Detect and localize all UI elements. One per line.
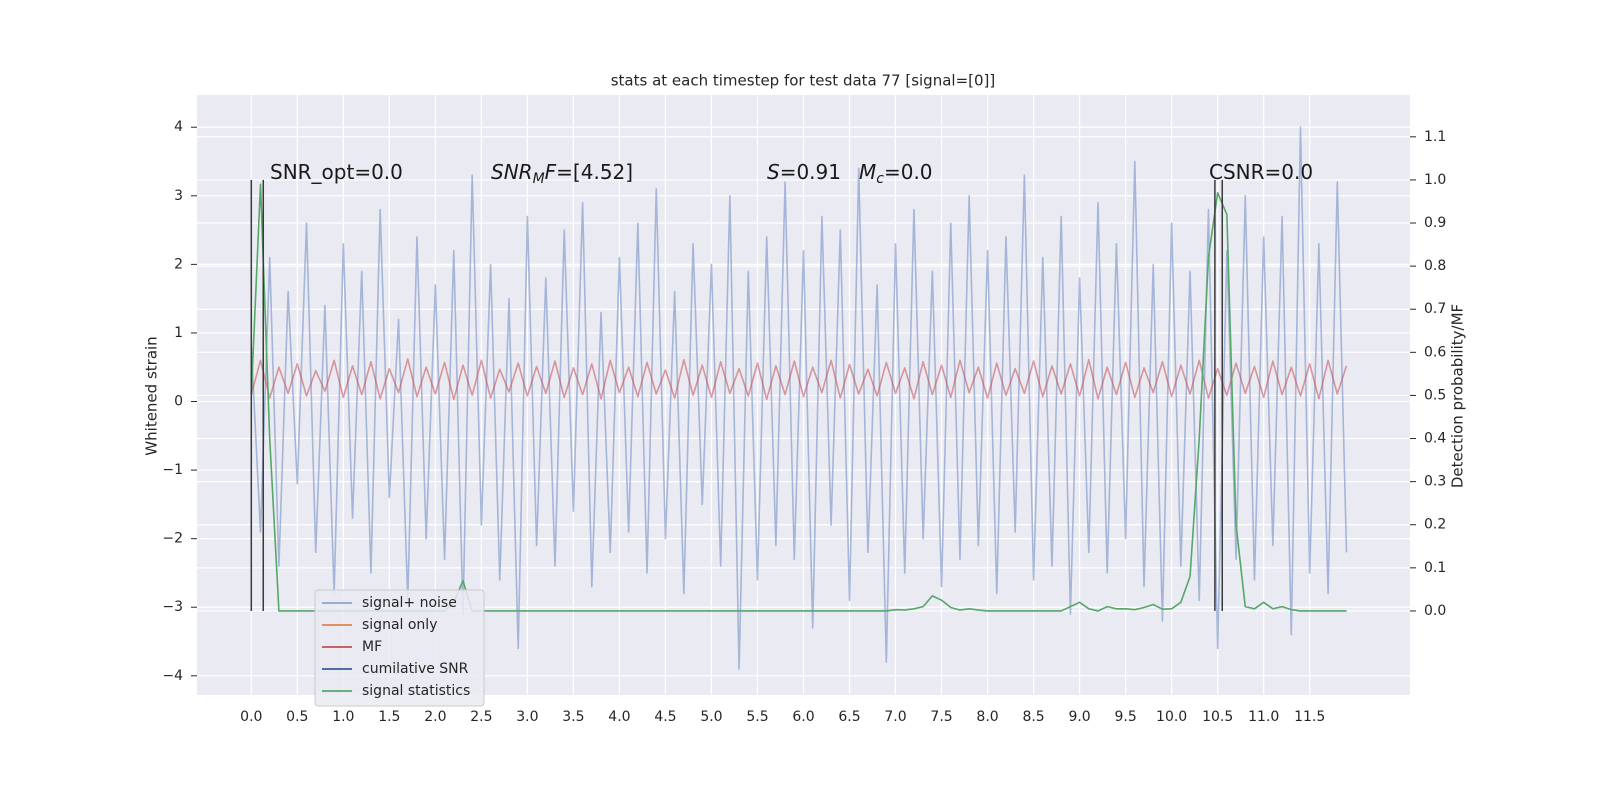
annotation: SNRMF=[4.52]	[491, 160, 633, 188]
legend-label: MF	[362, 639, 382, 655]
y-tick-label: −4	[162, 668, 183, 684]
annotation-part: =0.91	[780, 160, 841, 184]
x-tick-label: 1.0	[332, 709, 354, 725]
legend-label: signal statistics	[362, 683, 470, 699]
y-tick-label: 4	[174, 119, 183, 135]
series-line	[250, 358, 1348, 401]
annotation: S=0.91	[767, 160, 841, 184]
y-tick-label: 3	[174, 188, 183, 204]
annotation-part: CSNR=0.0	[1209, 160, 1313, 184]
y-tick-label: 2	[174, 256, 183, 272]
y2-axis-label: Detection probability/MF	[1449, 304, 1467, 488]
x-tick-label: 8.0	[976, 709, 998, 725]
y2-tick-label: 0.7	[1424, 301, 1446, 317]
legend-label: signal+ noise	[362, 595, 457, 611]
x-tick-label: 7.5	[930, 709, 952, 725]
x-tick-label: 7.0	[884, 709, 906, 725]
x-tick-label: 11.0	[1248, 709, 1279, 725]
x-tick-label: 2.0	[424, 709, 446, 725]
x-tick-label: 0.5	[286, 709, 308, 725]
legend-label: signal only	[362, 617, 437, 633]
y2-tick-label: 0.9	[1424, 215, 1446, 231]
x-tick-label: 8.5	[1022, 709, 1044, 725]
annotation: Mc=0.0	[859, 160, 933, 188]
y2-tick-label: 0.6	[1424, 344, 1446, 360]
annotation-part: =[4.52]	[556, 160, 633, 184]
x-tick-label: 9.5	[1114, 709, 1136, 725]
x-tick-label: 3.5	[562, 709, 584, 725]
annotation: SNR_opt=0.0	[270, 160, 403, 184]
y2-tick-label: 0.3	[1424, 474, 1446, 490]
annotation-part: M	[533, 171, 545, 187]
x-tick-label: 4.5	[654, 709, 676, 725]
legend-label: cumilative SNR	[362, 661, 469, 677]
x-tick-label: 11.5	[1294, 709, 1325, 725]
y2-tick-label: 1.0	[1424, 172, 1446, 188]
x-tick-label: 9.0	[1068, 709, 1090, 725]
annotation-part: c	[876, 171, 884, 187]
y-tick-label: −1	[162, 462, 183, 478]
x-tick-label: 4.0	[608, 709, 630, 725]
chart-title: stats at each timestep for test data 77 …	[611, 72, 996, 90]
x-tick-label: 0.0	[240, 709, 262, 725]
x-tick-label: 6.5	[838, 709, 860, 725]
x-tick-label: 6.0	[792, 709, 814, 725]
annotation: CSNR=0.0	[1209, 160, 1313, 184]
annotation-part: SNR_opt=0.0	[270, 160, 403, 184]
y2-tick-label: 0.0	[1424, 603, 1446, 619]
y2-tick-label: 0.5	[1424, 387, 1446, 403]
legend-box	[314, 589, 485, 707]
y-tick-label: 0	[174, 394, 183, 410]
y-tick-label: −2	[162, 531, 183, 547]
x-tick-label: 10.0	[1156, 709, 1187, 725]
y2-tick-label: 0.2	[1424, 517, 1446, 533]
y-axis-label: Whitened strain	[143, 336, 161, 455]
series-line	[250, 126, 1348, 670]
annotation-part: F	[545, 160, 557, 184]
annotation-part: S	[767, 160, 780, 184]
y2-tick-label: 0.4	[1424, 431, 1446, 447]
y2-tick-label: 0.1	[1424, 560, 1446, 576]
x-tick-label: 3.0	[516, 709, 538, 725]
x-tick-label: 10.5	[1202, 709, 1233, 725]
x-tick-label: 5.0	[700, 709, 722, 725]
y-tick-label: 1	[174, 325, 183, 341]
x-tick-label: 1.5	[378, 709, 400, 725]
annotation-part: SNR	[491, 160, 533, 184]
x-tick-label: 2.5	[470, 709, 492, 725]
y2-tick-label: 1.1	[1424, 129, 1446, 145]
x-tick-label: 5.5	[746, 709, 768, 725]
y-tick-label: −3	[162, 599, 183, 615]
y2-tick-label: 0.8	[1424, 258, 1446, 274]
annotation-part: M	[859, 160, 876, 184]
annotation-part: =0.0	[884, 160, 933, 184]
